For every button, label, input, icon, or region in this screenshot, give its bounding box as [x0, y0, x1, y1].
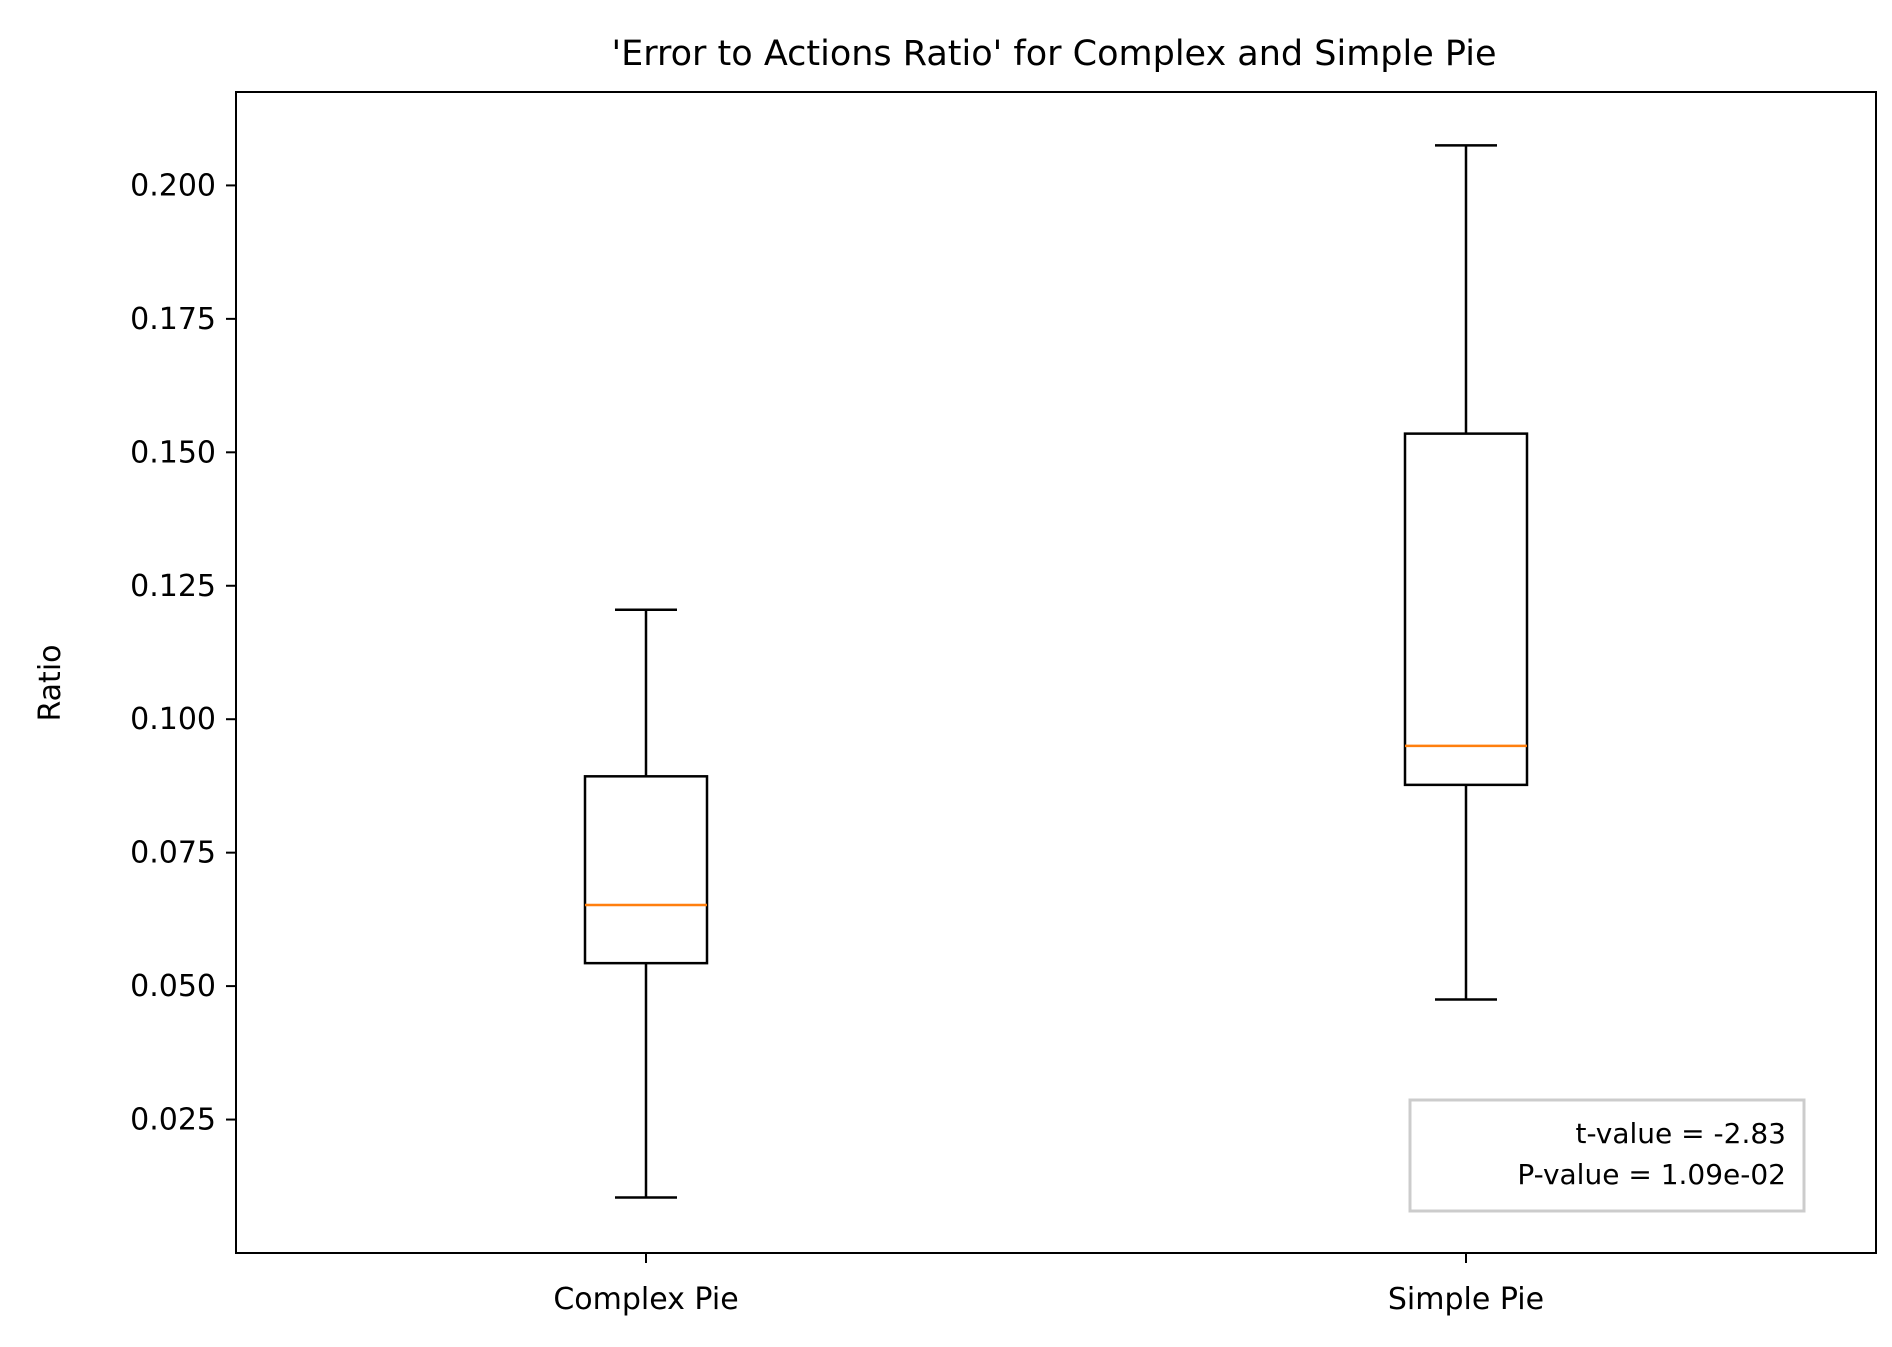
x-axis: Complex Pie Simple Pie — [553, 1253, 1544, 1317]
y-tick-label: 0.075 — [130, 836, 216, 871]
y-tick-label: 0.150 — [130, 435, 216, 470]
stats-annotation: t-value = -2.83 P-value = 1.09e-02 — [1408, 1098, 1806, 1213]
box-iqr — [583, 775, 709, 965]
y-tick-label: 0.200 — [130, 168, 216, 203]
y-tick-label: 0.025 — [130, 1103, 216, 1138]
x-tick-label: Simple Pie — [1388, 1282, 1544, 1317]
chart-title: 'Error to Actions Ratio' for Complex and… — [612, 34, 1497, 74]
y-tick-label: 0.175 — [130, 302, 216, 337]
annotation-line: P-value = 1.09e-02 — [1517, 1158, 1786, 1191]
annotation-line: t-value = -2.83 — [1575, 1117, 1786, 1150]
box-complex-pie — [583, 608, 709, 1199]
y-tick-label: 0.100 — [130, 702, 216, 737]
plot-frame — [235, 91, 1877, 1254]
y-tick-label: 0.050 — [130, 969, 216, 1004]
box-iqr — [1403, 432, 1529, 787]
box-plots — [583, 144, 1529, 1199]
y-axis: 0.025 0.050 0.075 0.100 0.125 0.150 0.175 0.200 — [130, 168, 236, 1138]
y-axis-label: Ratio — [33, 644, 68, 721]
y-tick-label: 0.125 — [130, 569, 216, 604]
box-simple-pie — [1403, 144, 1529, 1001]
annotation-box — [1408, 1098, 1806, 1213]
x-tick-label: Complex Pie — [553, 1282, 738, 1317]
